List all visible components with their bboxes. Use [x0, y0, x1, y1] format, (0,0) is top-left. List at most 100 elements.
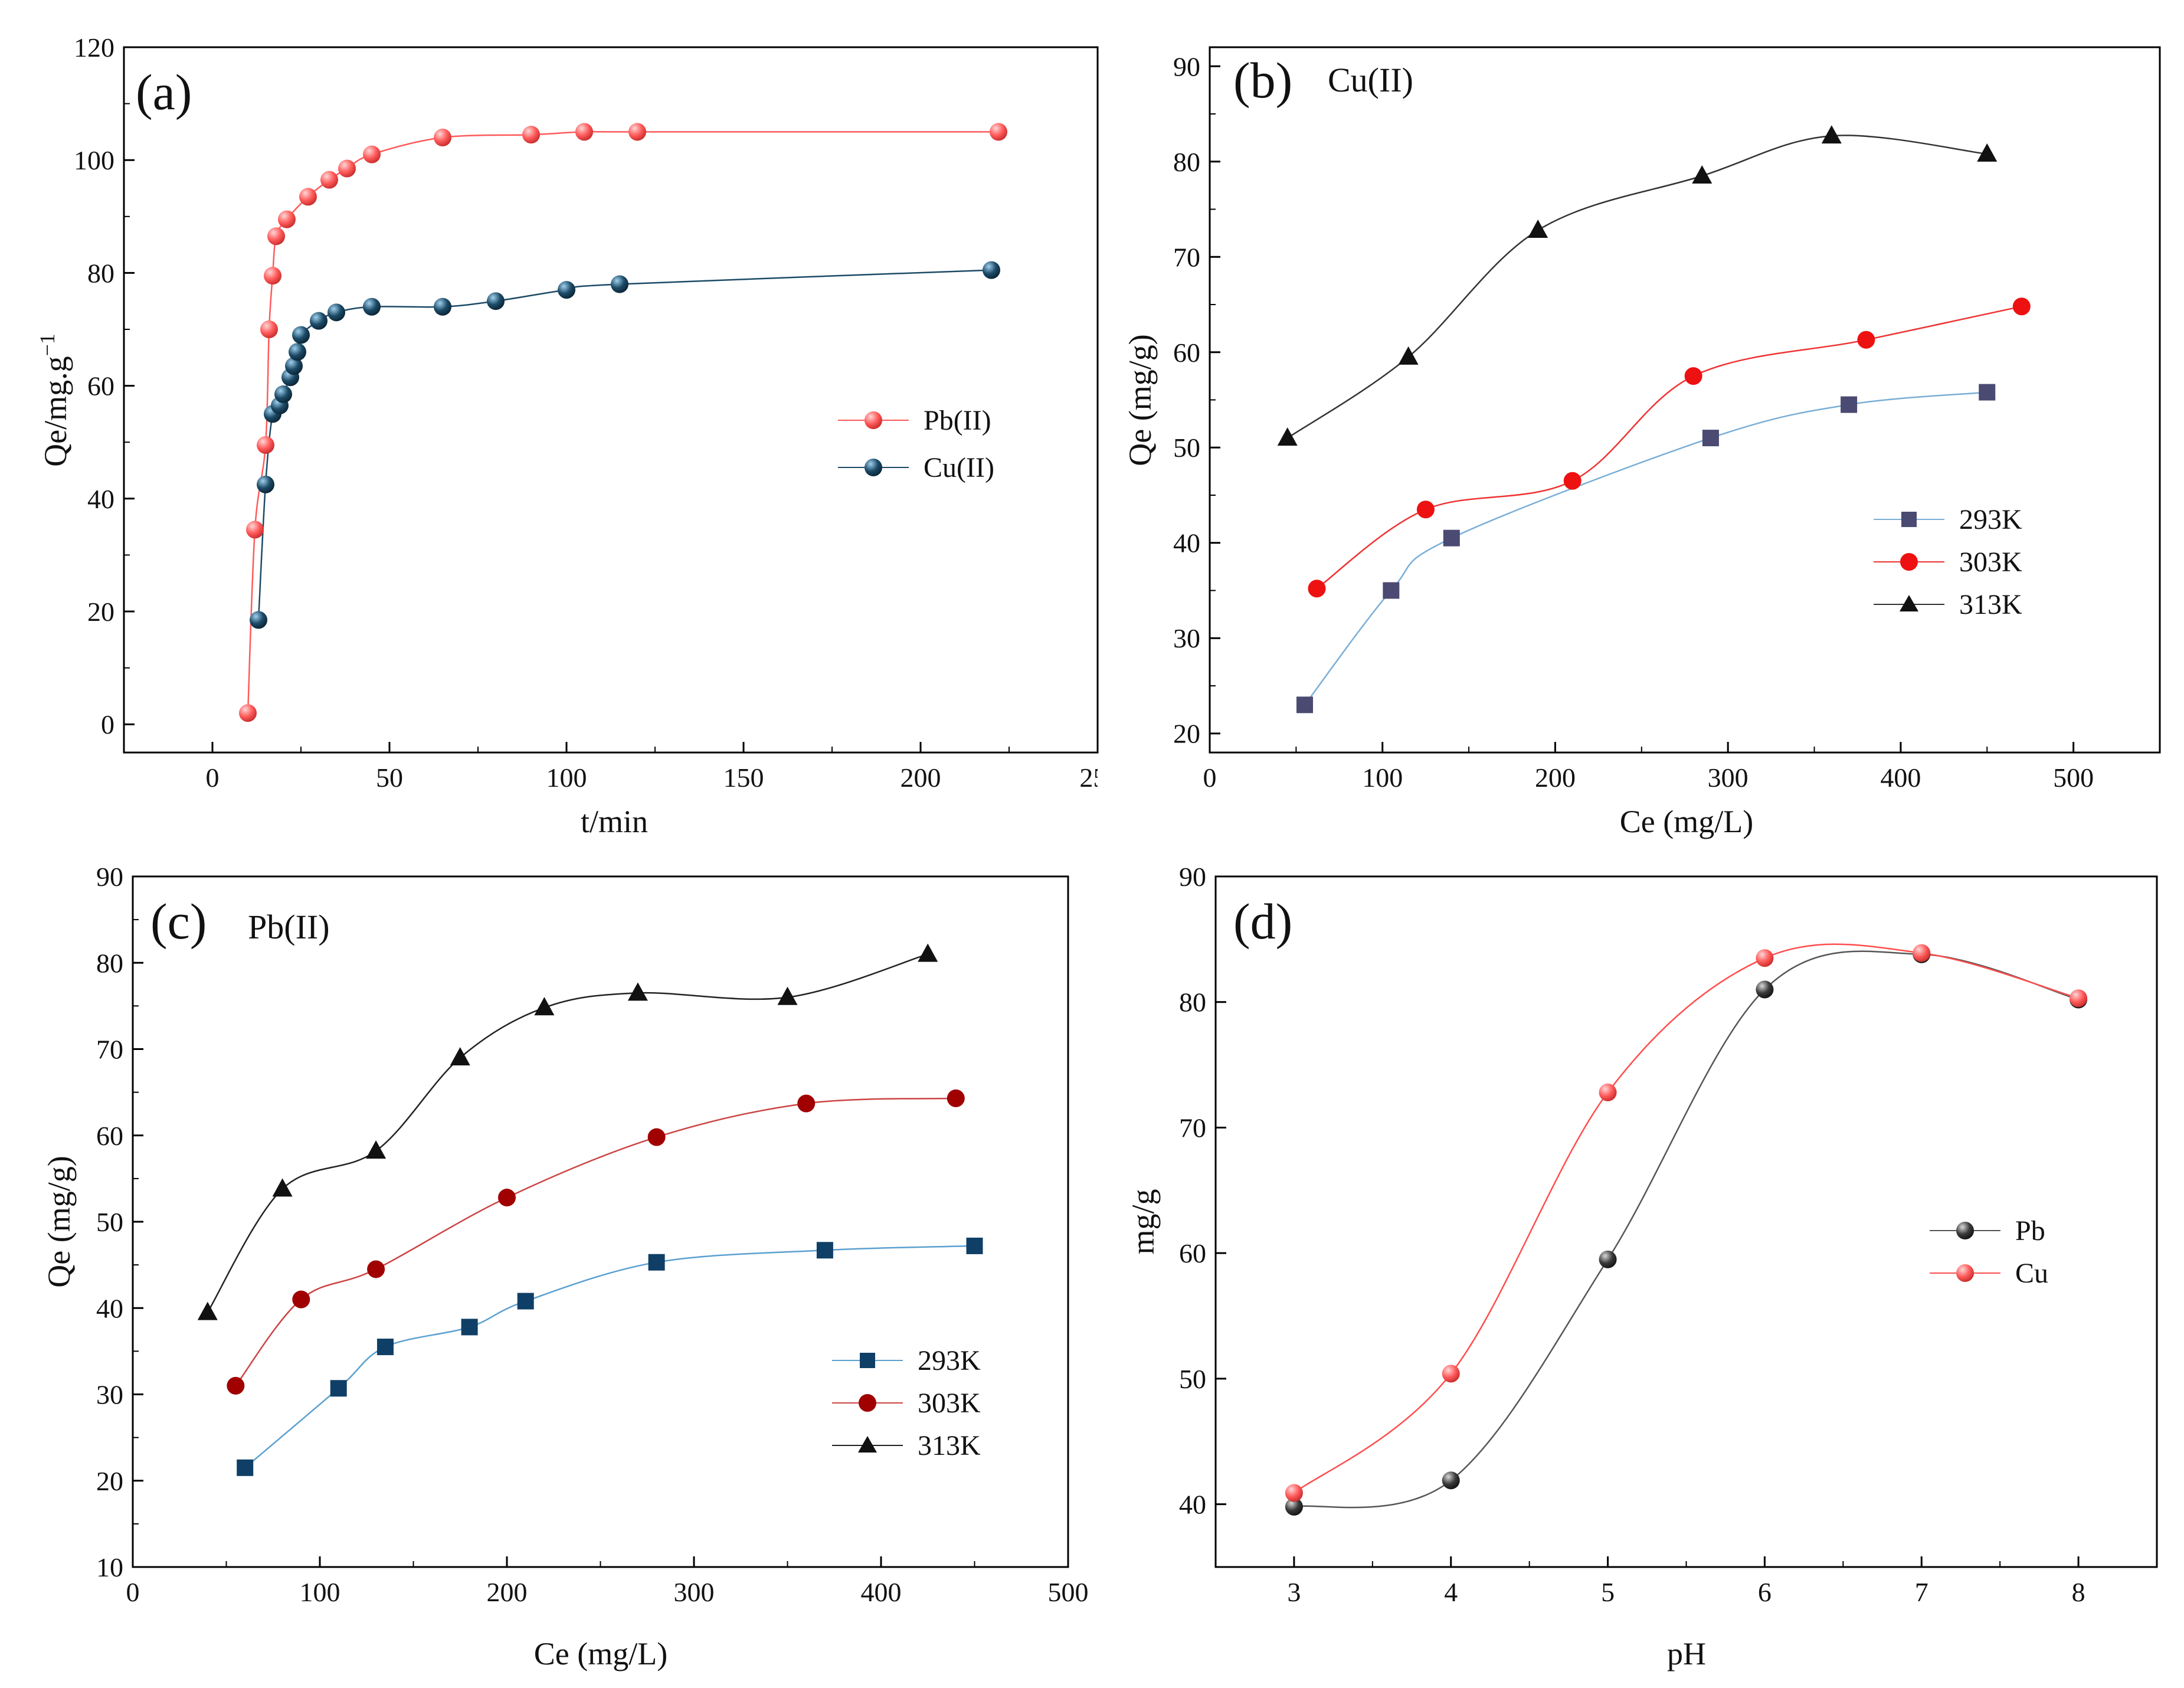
y-tick-label: 70 [96, 1035, 123, 1065]
data-point-313k [1528, 220, 1548, 238]
y-tick-label: 80 [96, 948, 123, 978]
panel-b-cu-isotherm: 0 100 200 300 400 500 20 30 40 50 60 70 80 90 (b) Cu(… [1122, 46, 2161, 839]
data-point-cuii [257, 475, 274, 493]
data-point-313k [627, 982, 648, 1001]
legend-marker-303k [859, 1394, 876, 1412]
data-point-cuii [363, 297, 381, 316]
y-tick-label: 30 [96, 1380, 123, 1410]
data-point-pbii [338, 159, 356, 178]
data-point-303k [1416, 500, 1435, 519]
data-point-pbii [267, 227, 285, 246]
data-point-cu [2070, 989, 2088, 1007]
data-point-303k [1684, 367, 1702, 385]
y-tick-label: 10 [96, 1552, 123, 1582]
series-line-303k [1316, 305, 2022, 590]
x-tick-label: 100 [300, 1577, 340, 1607]
data-point-cu [1442, 1365, 1460, 1383]
data-point-pbii [522, 126, 540, 144]
x-tick-label: 0 [1203, 763, 1217, 793]
data-point-cuii [558, 281, 575, 299]
x-tick-label: 200 [1535, 763, 1576, 793]
y-tick-label: 90 [96, 862, 123, 892]
data-point-313k [450, 1047, 470, 1066]
data-point-pb [1756, 980, 1774, 999]
data-point-cuii [434, 297, 451, 316]
panel-c-series-lines [207, 953, 975, 1468]
panel-a-label: (a) [136, 64, 192, 120]
panel-d-xlabel: pH [1667, 1636, 1706, 1671]
data-point-cu [1285, 1484, 1303, 1502]
y-tick-label: 40 [87, 484, 114, 514]
y-tick-label: 40 [1179, 1490, 1206, 1520]
data-point-303k [797, 1094, 816, 1113]
data-point-293k [330, 1380, 347, 1397]
series-line-313k [207, 953, 928, 1313]
data-point-313k [1692, 165, 1713, 184]
panel-b-data-points [1277, 125, 2031, 714]
legend-marker-313k [1900, 595, 1918, 611]
data-point-293k [1841, 396, 1858, 413]
panel-c-data-points [197, 943, 983, 1476]
data-point-313k [366, 1140, 387, 1159]
data-point-303k [1857, 331, 1875, 349]
data-point-pbii [246, 521, 264, 539]
legend-marker-313k [858, 1436, 877, 1453]
data-point-cuii [289, 343, 306, 361]
panel-b-axes: 0 100 200 300 400 500 20 30 40 50 60 70 80 90 [1173, 51, 2094, 793]
legend-label-pb: Pb [2015, 1215, 2045, 1247]
data-point-313k [197, 1301, 218, 1320]
panel-c-subtitle: Pb(II) [248, 908, 330, 946]
data-point-313k [777, 986, 798, 1005]
x-tick-label: 25( [1079, 763, 1115, 793]
legend-marker-303k [1900, 553, 1918, 571]
x-tick-label: 4 [1444, 1577, 1458, 1607]
y-tick-label: 60 [87, 371, 114, 401]
x-tick-label: 300 [674, 1577, 715, 1607]
panel-c-xlabel: Ce (mg/L) [534, 1636, 667, 1671]
x-tick-label: 150 [723, 763, 764, 793]
panel-c-legend: 293K 303K 313K [832, 1345, 981, 1461]
data-point-313k [1277, 427, 1298, 446]
panel-a-plot-frame [123, 46, 1099, 754]
data-point-293k [237, 1459, 254, 1476]
panel-b-label: (b) [1233, 52, 1292, 109]
x-tick-label: 400 [1880, 763, 1921, 793]
y-tick-label: 40 [96, 1293, 123, 1323]
data-point-303k [2012, 297, 2031, 316]
panel-d-ylabel: mg/g [1125, 1189, 1161, 1254]
y-tick-label: 80 [1173, 147, 1200, 177]
data-point-303k [292, 1290, 310, 1308]
x-tick-label: 50 [376, 763, 403, 793]
data-point-293k [1443, 529, 1460, 547]
data-point-cu [1913, 944, 1931, 962]
legend-marker-cu [865, 459, 882, 476]
legend-label-pb: Pb(II) [924, 405, 991, 436]
x-tick-label: 6 [1758, 1577, 1772, 1607]
panel-c-pb-isotherm: 0 100 200 300 400 500 10 20 30 40 50 60 70 80 90 (c) P… [41, 862, 1089, 1671]
panel-d-legend: Pb Cu [1930, 1215, 2048, 1289]
panel-b-xlabel: Ce (mg/L) [1620, 804, 1753, 839]
data-point-293k [966, 1237, 983, 1254]
panel-a-series-lines [247, 130, 998, 714]
data-point-cuii [310, 312, 328, 330]
x-tick-label: 100 [1362, 763, 1403, 793]
panel-a-ylabel-main: Qe/mg.g [38, 356, 73, 466]
data-point-pbii [278, 210, 296, 228]
y-tick-label: 60 [96, 1121, 123, 1151]
x-tick-label: 400 [861, 1577, 902, 1607]
data-point-cuii [983, 261, 1000, 279]
panel-a-ylabel-sup: −1 [35, 333, 59, 356]
x-tick-label: 100 [546, 763, 587, 793]
x-tick-label: 7 [1915, 1577, 1928, 1607]
data-point-293k [648, 1254, 665, 1271]
data-point-cuii [328, 303, 345, 322]
data-point-303k [947, 1089, 965, 1107]
legend-marker-pb [1956, 1222, 1974, 1239]
y-tick-label: 70 [1173, 242, 1200, 272]
series-line-pbii [247, 130, 998, 714]
legend-label-303k: 303K [1959, 547, 2022, 578]
y-tick-label: 80 [87, 258, 114, 288]
panel-a-xlabel: t/min [581, 804, 648, 839]
data-point-293k [1979, 384, 1996, 401]
